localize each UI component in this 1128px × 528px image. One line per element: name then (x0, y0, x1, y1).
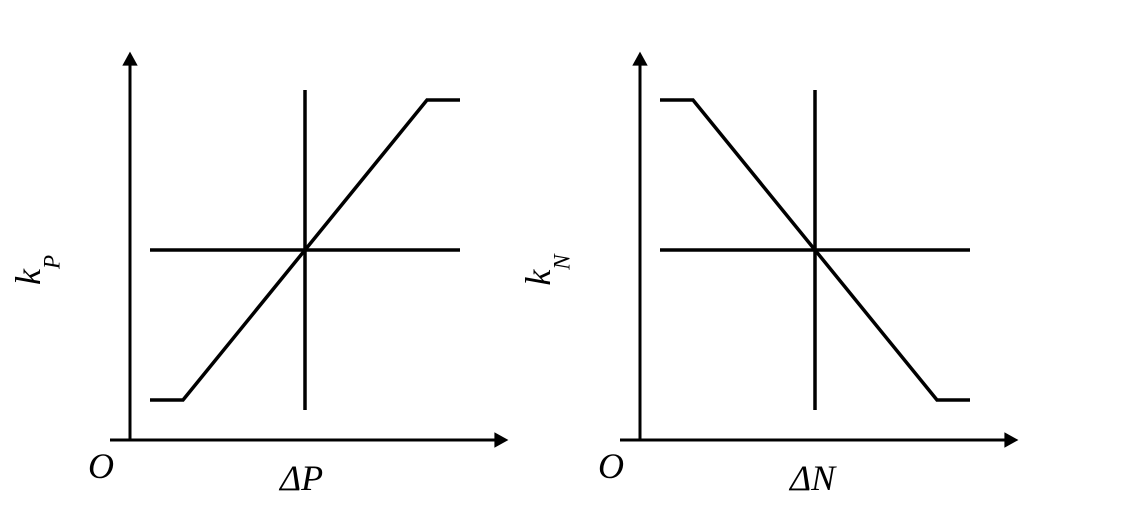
x-axis-label: ΔP (278, 458, 323, 498)
axis-arrowhead (1004, 432, 1018, 447)
x-axis-label: ΔN (788, 458, 837, 498)
plot-left: O ΔP kP (8, 60, 500, 498)
svg-text:kN: kN (518, 253, 574, 286)
origin-label: O (598, 446, 624, 486)
y-axis-label: kP (8, 255, 64, 285)
origin-label: O (88, 446, 114, 486)
svg-text:kP: kP (8, 255, 64, 285)
plot-right: O ΔN kN (518, 60, 1010, 498)
axis-arrowhead (122, 52, 137, 66)
axis-arrowhead (494, 432, 508, 447)
y-axis-label: kN (518, 253, 574, 286)
axis-arrowhead (632, 52, 647, 66)
diagram-canvas: O ΔP kP O ΔN kN (0, 0, 1128, 528)
